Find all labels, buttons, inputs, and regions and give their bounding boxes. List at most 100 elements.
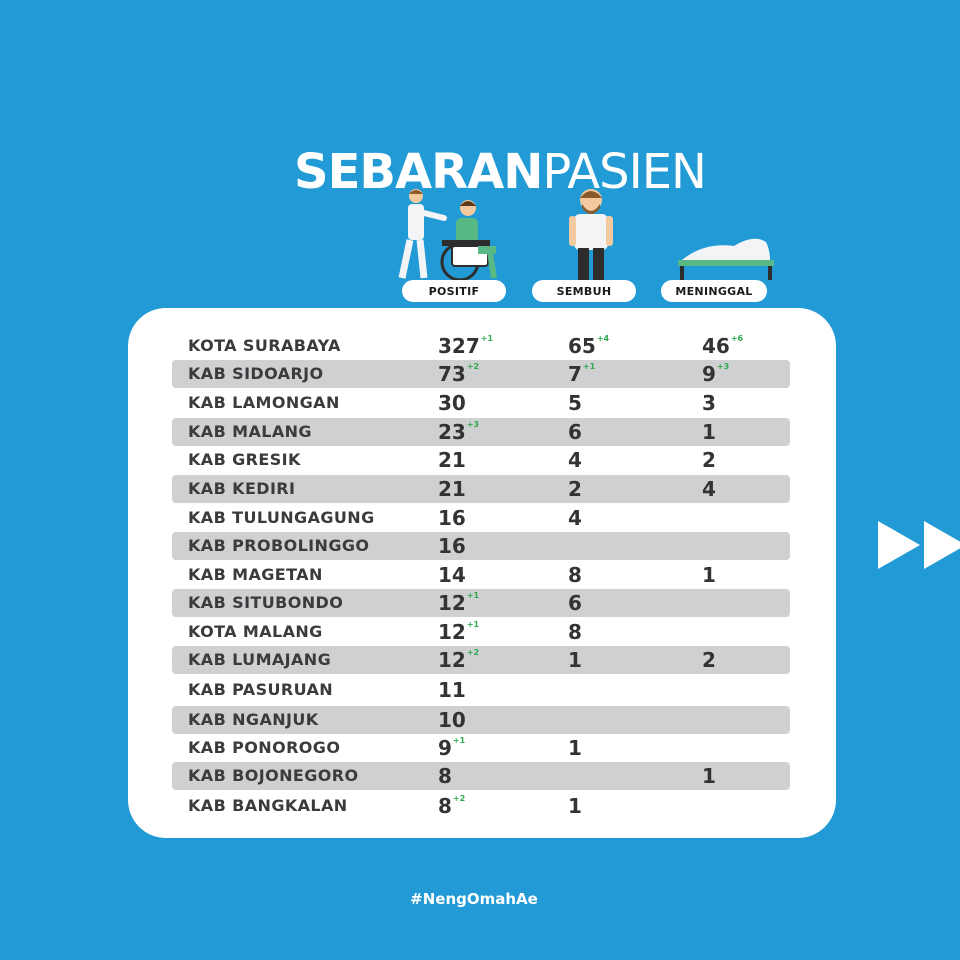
hospital-bed-icon [678,238,774,280]
positif-value: 16 [438,504,466,532]
sembuh-value: 6 [568,589,582,617]
sembuh-value: 7+1 [568,360,595,388]
meninggal-count: 4 [702,477,716,501]
positif-value: 12+2 [438,646,479,674]
positif-value: 327+1 [438,332,493,360]
sembuh-count: 8 [568,620,582,644]
sembuh-delta: +4 [596,334,610,343]
region-name: KAB MAGETAN [188,565,323,584]
double-arrow-right-icon[interactable] [876,519,960,571]
meninggal-value: 2 [702,446,716,474]
sembuh-count: 4 [568,506,582,530]
positif-value: 12+1 [438,618,479,646]
sembuh-count: 4 [568,448,582,472]
sembuh-value: 1 [568,646,582,674]
table-row: KAB KEDIRI 21 2 4 [172,475,790,503]
sembuh-count: 7 [568,362,582,386]
sembuh-count: 65 [568,334,596,358]
region-name: KAB TULUNGAGUNG [188,508,375,527]
wheelchair-patient-icon [398,189,497,282]
positif-count: 16 [438,506,466,530]
meninggal-count: 2 [702,648,716,672]
table-row: KAB BANGKALAN 8+2 1 [172,792,790,820]
table-row: KAB BOJONEGORO 8 1 [172,762,790,790]
table-row: KAB LAMONGAN 30 5 3 [172,389,790,417]
positif-count: 11 [438,678,466,702]
sembuh-value: 8 [568,618,582,646]
positif-value: 10 [438,706,466,734]
table-row: KAB LUMAJANG 12+2 1 2 [172,646,790,674]
column-header-sembuh: SEMBUH [532,280,636,302]
table-row: KOTA SURABAYA 327+1 65+4 46+6 [172,332,790,360]
positif-count: 8 [438,764,452,788]
sembuh-count: 1 [568,794,582,818]
sembuh-count: 6 [568,591,582,615]
positif-delta: +1 [466,620,480,629]
positif-value: 12+1 [438,589,479,617]
table-row: KAB SITUBONDO 12+1 6 [172,589,790,617]
meninggal-count: 46 [702,334,730,358]
positif-value: 23+3 [438,418,479,446]
sembuh-value: 4 [568,504,582,532]
sembuh-delta: +1 [582,362,596,371]
meninggal-count: 2 [702,448,716,472]
positif-delta: +2 [452,794,466,803]
positif-count: 23 [438,420,466,444]
sembuh-value: 2 [568,475,582,503]
positif-delta: +2 [466,648,480,657]
positif-value: 9+1 [438,734,465,762]
positif-count: 30 [438,391,466,415]
sembuh-count: 6 [568,420,582,444]
region-name: KAB BOJONEGORO [188,766,359,785]
sembuh-value: 1 [568,734,582,762]
positif-value: 14 [438,561,466,589]
meninggal-value: 1 [702,418,716,446]
data-table-card [128,308,836,838]
sembuh-value: 8 [568,561,582,589]
positif-count: 9 [438,736,452,760]
positif-delta: +3 [466,420,480,429]
table-row: KAB GRESIK 21 4 2 [172,446,790,474]
positif-delta: +1 [452,736,466,745]
column-header-positif: POSITIF [402,280,506,302]
positif-delta: +1 [480,334,494,343]
meninggal-count: 9 [702,362,716,386]
positif-value: 8+2 [438,792,465,820]
positif-count: 21 [438,477,466,501]
table-row: KAB MALANG 23+3 6 1 [172,418,790,446]
meninggal-count: 1 [702,764,716,788]
sembuh-value: 1 [568,792,582,820]
region-name: KOTA SURABAYA [188,336,341,355]
region-name: KOTA MALANG [188,622,323,641]
positif-delta: +2 [466,362,480,371]
region-name: KAB SIDOARJO [188,364,324,383]
table-row: KAB PROBOLINGGO 16 [172,532,790,560]
region-name: KAB PONOROGO [188,738,341,757]
region-name: KAB SITUBONDO [188,593,344,612]
region-name: KAB KEDIRI [188,479,296,498]
positif-count: 12 [438,648,466,672]
positif-value: 30 [438,389,466,417]
table-row: KAB NGANJUK 10 [172,706,790,734]
sembuh-value: 4 [568,446,582,474]
table-row: KAB PONOROGO 9+1 1 [172,734,790,762]
table-row: KAB PASURUAN 11 [172,676,790,704]
positif-count: 12 [438,591,466,615]
meninggal-delta: +6 [730,334,744,343]
meninggal-value: 9+3 [702,360,729,388]
region-name: KAB NGANJUK [188,710,319,729]
positif-count: 16 [438,534,466,558]
region-name: KAB GRESIK [188,450,301,469]
table-row: KAB TULUNGAGUNG 16 4 [172,504,790,532]
region-name: KAB MALANG [188,422,312,441]
positif-count: 8 [438,794,452,818]
table-row: KAB SIDOARJO 73+2 7+1 9+3 [172,360,790,388]
table-row: KOTA MALANG 12+1 8 [172,618,790,646]
meninggal-value: 1 [702,762,716,790]
positif-value: 21 [438,446,466,474]
positif-count: 327 [438,334,480,358]
meninggal-count: 1 [702,563,716,587]
meninggal-value: 4 [702,475,716,503]
meninggal-count: 1 [702,420,716,444]
